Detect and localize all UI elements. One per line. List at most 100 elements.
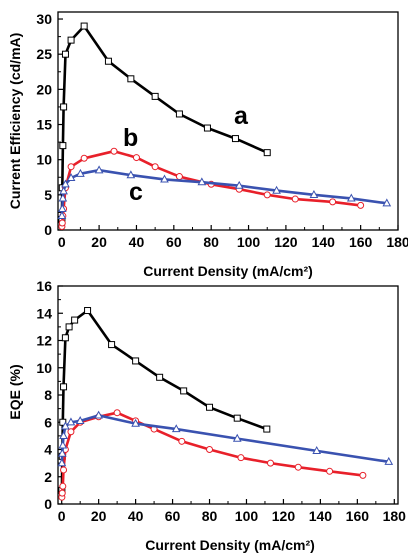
efficiency-y-tick-label: 5 (44, 187, 52, 203)
efficiency-series-c-point (234, 180, 244, 189)
efficiency-series-c-point (61, 179, 70, 188)
eqe-series-b-point (178, 437, 186, 445)
eqe-series-c-point (131, 418, 140, 427)
efficiency-series-b-point (291, 195, 299, 203)
efficiency-series-a-point (203, 124, 211, 132)
efficiency-y-axis-title: Current Efficiency (cd/mA) (7, 33, 23, 210)
efficiency-x-tick-label: 60 (166, 234, 182, 250)
eqe-y-tick-label: 14 (36, 305, 52, 321)
eqe-series-c-point (66, 417, 76, 426)
eqe-series-b-point (326, 467, 334, 475)
efficiency-series-a-line (60, 24, 268, 220)
eqe-series-c-point (59, 431, 68, 439)
eqe-x-tick-label: 120 (272, 508, 296, 524)
eqe-series-c-point (57, 458, 67, 467)
series-a-annotation: a (234, 102, 249, 130)
eqe-series-a-point (180, 387, 188, 395)
eqe-series-a-line (60, 309, 268, 491)
efficiency-series-c-point (272, 185, 281, 194)
efficiency-x-tick-label: 40 (129, 234, 145, 250)
efficiency-series-b-point (329, 198, 337, 206)
efficiency-x-axis-title: Current Density (mA/cm²) (143, 263, 313, 279)
efficiency-series-b-point (263, 191, 271, 199)
efficiency-x-tick-label: 140 (312, 234, 336, 250)
efficiency-series-a-point (59, 142, 67, 150)
efficiency-series-b-line (60, 149, 361, 227)
efficiency-series-c-point (94, 165, 104, 174)
efficiency-series-c-point (197, 177, 207, 186)
efficiency-series-a-point (61, 50, 69, 58)
eqe-y-tick-label: 10 (36, 360, 52, 376)
eqe-x-tick-label: 20 (91, 508, 107, 524)
eqe-y-tick-label: 0 (44, 496, 52, 512)
eqe-series-c-point (57, 448, 67, 457)
eqe-series-a-point (60, 383, 68, 391)
efficiency-chart: 0 20 40 60 80 100 120 140 160 180 0 5 10 15 20 25 30 Cur… (7, 11, 408, 279)
eqe-series-b-point (359, 471, 367, 479)
eqe-series-b-line (60, 411, 364, 498)
eqe-y-tick-label: 6 (44, 414, 52, 430)
eqe-series-a-point (71, 316, 79, 324)
eqe-series-c-point (75, 416, 85, 424)
series-b-annotation: b (123, 124, 138, 152)
efficiency-series-a-point (263, 149, 271, 157)
eqe-series-b-point (60, 466, 68, 474)
efficiency-series-a-point (104, 57, 112, 65)
efficiency-series-c-point (76, 168, 85, 177)
efficiency-x-tick-label: 180 (386, 234, 408, 250)
efficiency-series-b-point (67, 163, 75, 171)
eqe-x-tick-label: 80 (202, 508, 218, 524)
eqe-series-a-point (233, 414, 241, 422)
eqe-series-b-point (113, 409, 121, 417)
eqe-series-c-point (384, 456, 394, 465)
efficiency-y-tick-label: 0 (44, 222, 52, 238)
efficiency-series-b-point (58, 219, 66, 227)
eqe-series-a-point (132, 357, 140, 365)
efficiency-series-b-point (132, 154, 140, 162)
eqe-series-c-point (58, 440, 68, 449)
eqe-series-c-line (60, 414, 389, 464)
eqe-series-c-point (312, 446, 322, 454)
efficiency-plot-frame (57, 11, 399, 231)
eqe-series-b-point (58, 489, 66, 497)
eqe-y-tick-label: 4 (44, 442, 52, 458)
eqe-x-tick-label: 0 (58, 508, 66, 524)
efficiency-series-c-point (309, 189, 319, 198)
eqe-series-c-point (171, 424, 181, 433)
eqe-series-a-point (156, 373, 164, 381)
efficiency-x-tick-label: 160 (349, 234, 373, 250)
eqe-series-b-point (206, 446, 214, 453)
eqe-x-tick-label: 180 (383, 508, 407, 524)
eqe-series-a-point (59, 418, 67, 426)
efficiency-series-b-point (110, 147, 118, 155)
eqe-series-a-point (206, 403, 214, 411)
efficiency-y-tick-label: 25 (36, 46, 52, 62)
eqe-y-tick-label: 8 (44, 387, 52, 403)
efficiency-x-tick-label: 0 (58, 234, 66, 250)
efficiency-series-c-point (126, 170, 136, 179)
efficiency-series-c-point (57, 204, 67, 213)
efficiency-x-tick-label: 100 (237, 234, 261, 250)
efficiency-series-c-point (160, 174, 169, 183)
eqe-series-c-point (61, 421, 70, 430)
eqe-x-tick-label: 60 (165, 508, 181, 524)
eqe-x-axis-title: Current Density (mA/cm²) (145, 537, 315, 553)
efficiency-series-a-point (80, 22, 88, 30)
efficiency-series-a-point (60, 103, 68, 111)
eqe-y-tick-label: 2 (44, 469, 52, 485)
eqe-y-tick-label: 12 (36, 333, 52, 349)
efficiency-series-c-line (60, 168, 387, 216)
efficiency-y-tick-label: 10 (36, 152, 52, 168)
eqe-series-c-point (94, 410, 103, 419)
eqe-x-tick-label: 160 (346, 508, 370, 524)
efficiency-series-a-point (231, 135, 239, 143)
eqe-y-axis-title: EQE (%) (7, 364, 23, 419)
series-c-annotation: c (129, 178, 143, 206)
efficiency-series-b-point (357, 201, 365, 209)
efficiency-series-c-point (66, 173, 76, 182)
efficiency-series-b-point (80, 154, 88, 162)
efficiency-series-b-point (151, 163, 159, 171)
efficiency-x-tick-label: 80 (203, 234, 219, 250)
eqe-series-a-point (65, 323, 73, 331)
